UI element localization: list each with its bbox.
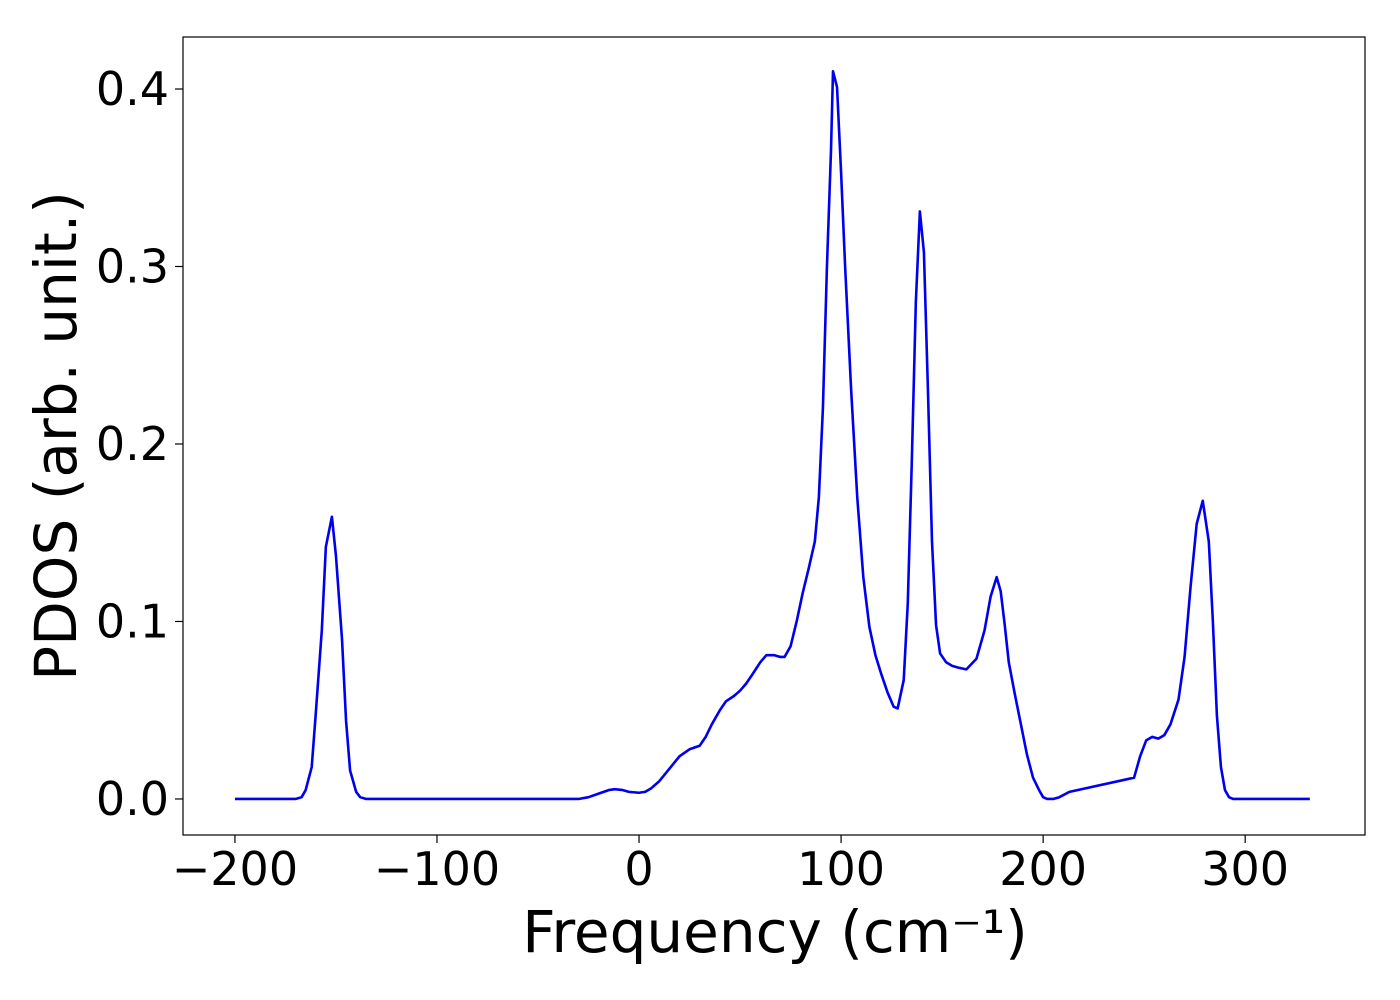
y-tick-label: 0.1 <box>96 594 169 648</box>
plot-frame <box>182 36 1366 836</box>
x-tick-label: 300 <box>1201 842 1289 896</box>
y-tick-label: 0.3 <box>96 239 169 293</box>
pdos-line <box>234 69 1310 801</box>
y-tick-label: 0.0 <box>96 772 169 826</box>
y-tick-label: 0.4 <box>96 62 169 116</box>
x-tick-label: 0 <box>624 842 653 896</box>
x-tick-label: −200 <box>172 842 298 896</box>
y-axis-label: PDOS (arb. unit.) <box>22 191 90 681</box>
x-tick-label: 100 <box>797 842 885 896</box>
x-axis-label: Frequency (cm⁻¹) <box>522 898 1028 966</box>
y-tick-label: 0.2 <box>96 417 169 471</box>
x-tick-label: −100 <box>374 842 500 896</box>
x-tick-label: 200 <box>999 842 1087 896</box>
